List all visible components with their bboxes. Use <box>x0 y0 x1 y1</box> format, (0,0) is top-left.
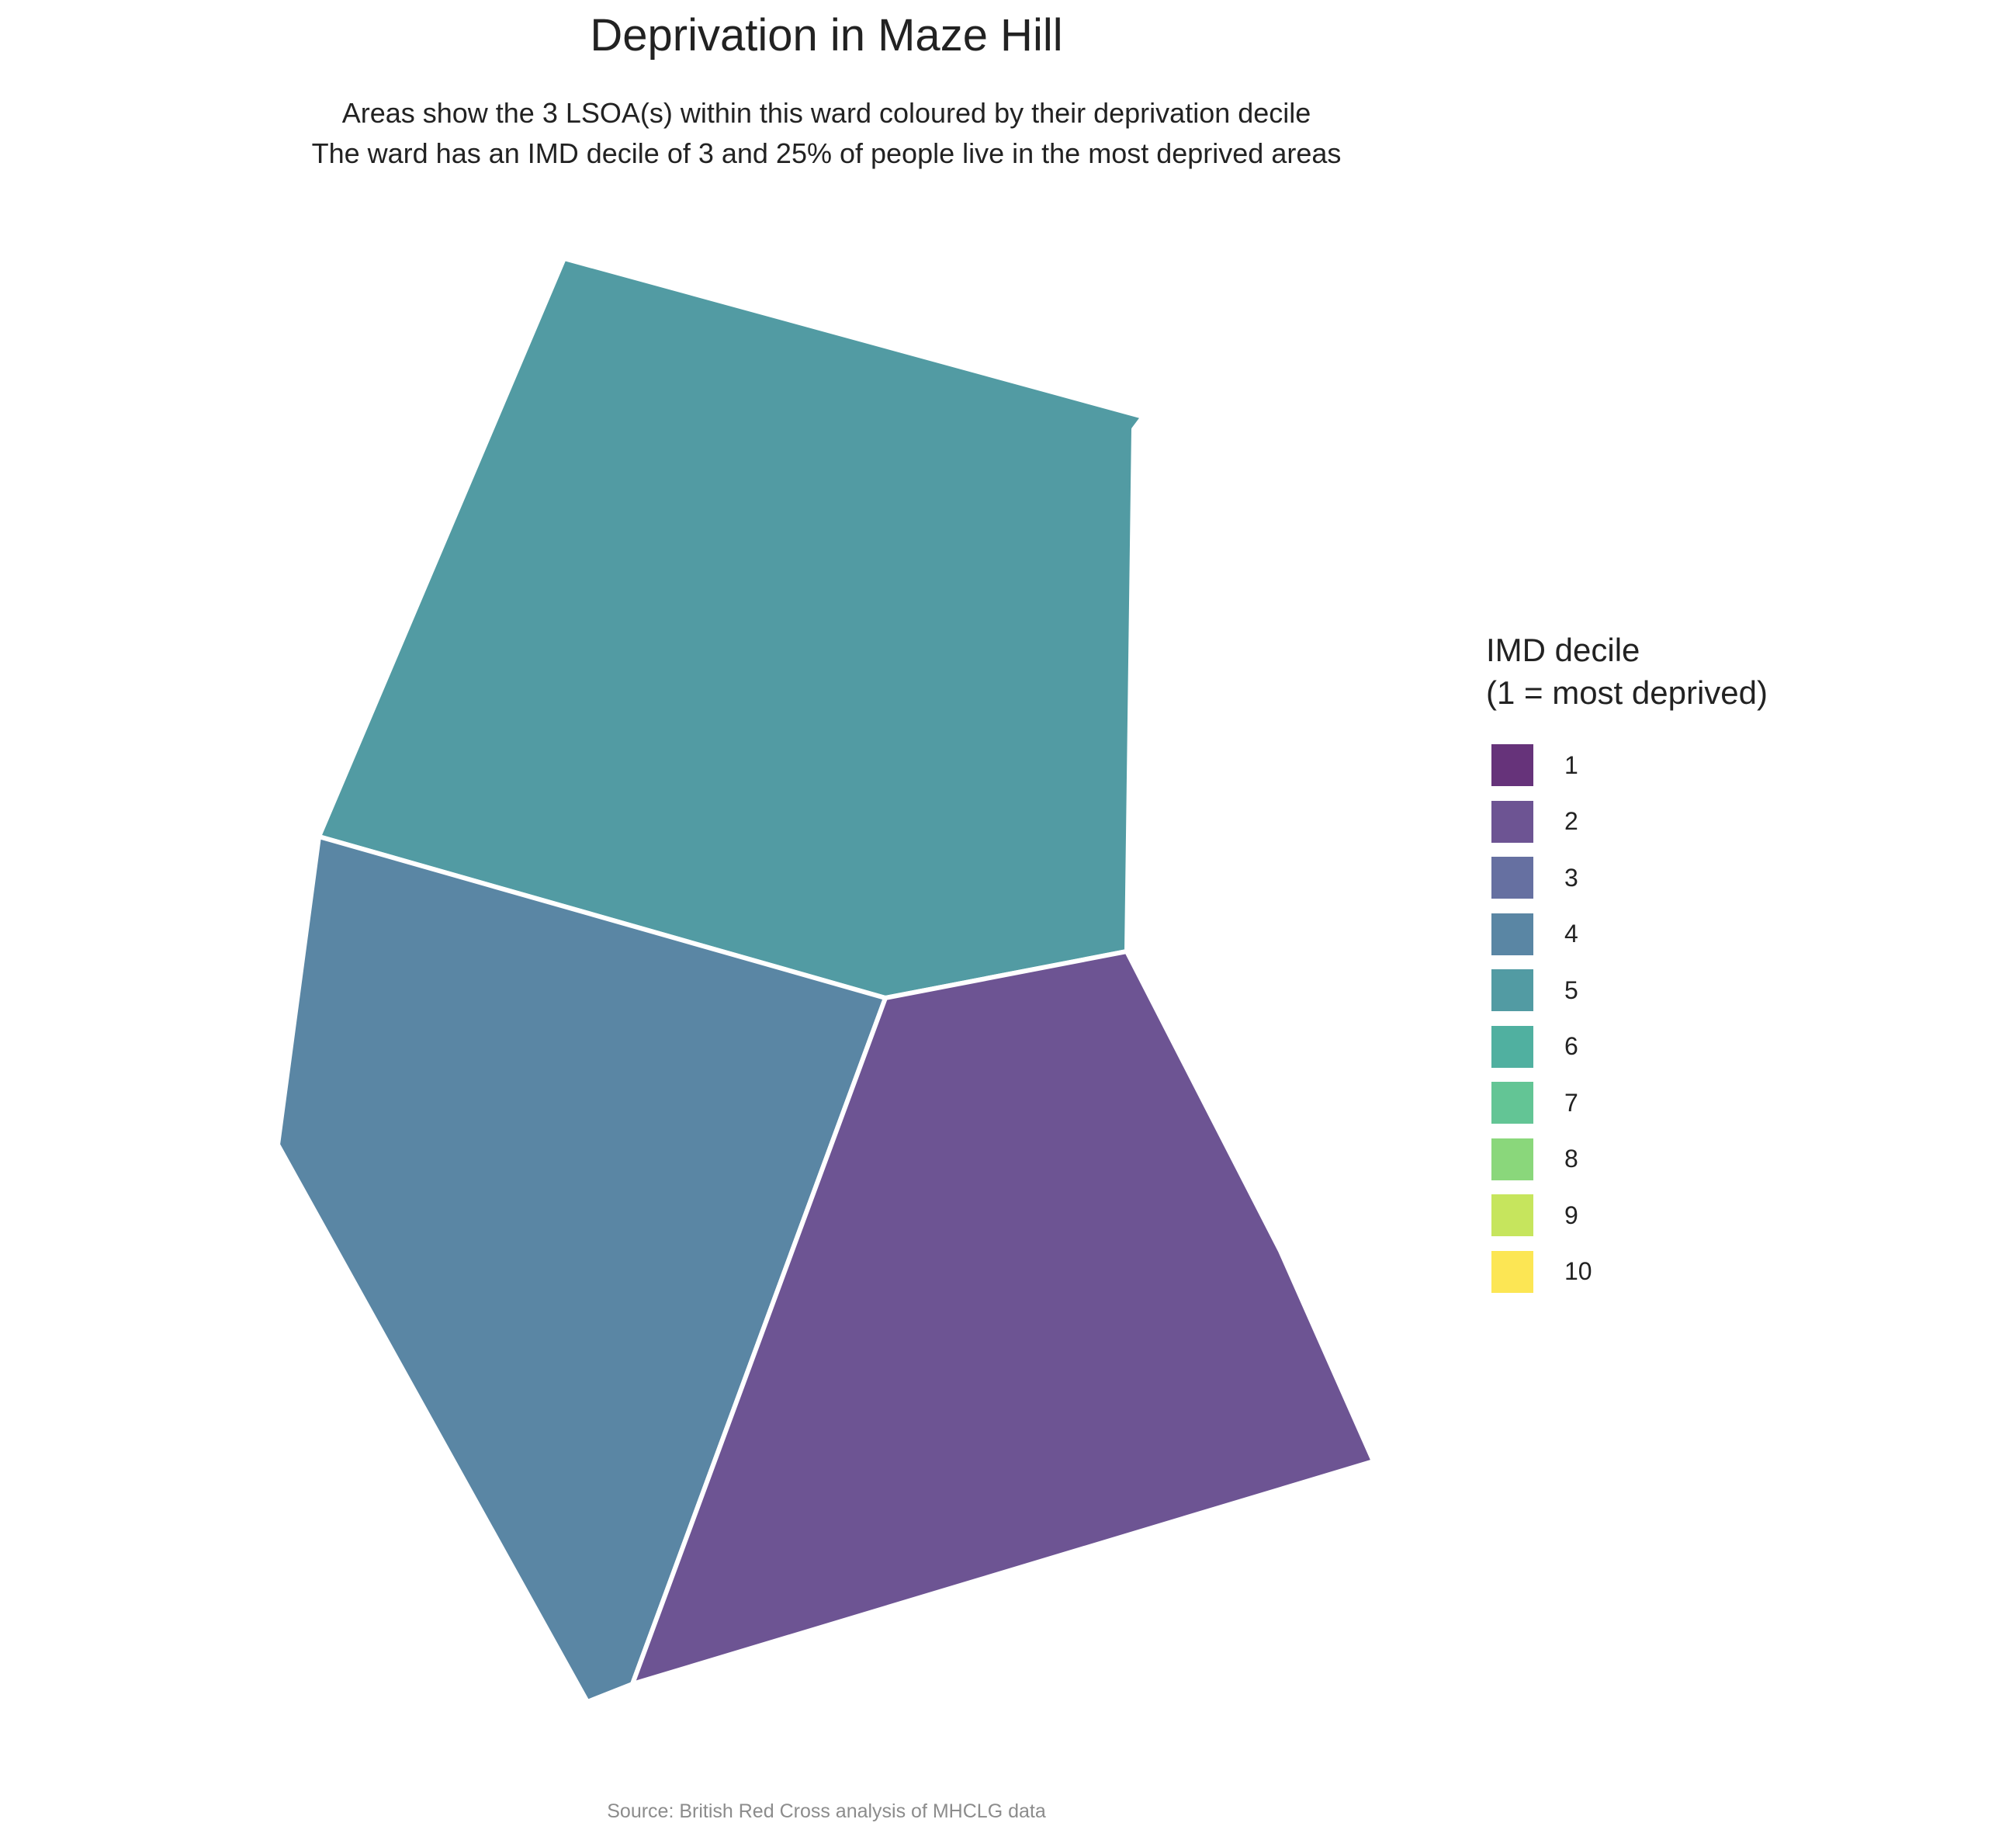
legend-label-2: 2 <box>1564 807 1578 836</box>
legend-title: IMD decile (1 = most deprived) <box>1486 629 1768 714</box>
chart-title: Deprivation in Maze Hill <box>590 10 1063 61</box>
legend-swatch-6 <box>1491 1025 1533 1068</box>
subtitle-line-2: The ward has an IMD decile of 3 and 25% … <box>311 137 1342 169</box>
lsoa-area-west[interactable] <box>275 834 888 1704</box>
legend-items: 1 2 3 4 5 6 7 8 9 10 <box>1486 737 1768 1300</box>
legend: IMD decile (1 = most deprived) 1 2 3 4 5 6 7 8 9… <box>1486 629 1768 1300</box>
subtitle-line-1: Areas show the 3 LSOA(s) within this war… <box>341 97 1311 129</box>
legend-item-9: 9 <box>1486 1187 1768 1244</box>
legend-swatch-5 <box>1491 969 1533 1012</box>
legend-swatch-4 <box>1491 913 1533 955</box>
legend-item-10: 10 <box>1486 1244 1768 1301</box>
legend-swatch-2 <box>1491 800 1533 843</box>
legend-label-7: 7 <box>1564 1088 1578 1117</box>
legend-item-5: 5 <box>1486 962 1768 1019</box>
legend-label-10: 10 <box>1564 1257 1592 1286</box>
legend-item-6: 6 <box>1486 1019 1768 1076</box>
source-caption: Source: British Red Cross analysis of MH… <box>607 1800 1046 1822</box>
legend-label-5: 5 <box>1564 975 1578 1004</box>
legend-item-3: 3 <box>1486 850 1768 906</box>
legend-label-8: 8 <box>1564 1145 1578 1173</box>
legend-swatch-9 <box>1491 1194 1533 1237</box>
lsoa-area-southeast[interactable] <box>630 949 1376 1686</box>
legend-title-line-2: (1 = most deprived) <box>1486 674 1768 711</box>
legend-item-8: 8 <box>1486 1131 1768 1188</box>
legend-swatch-7 <box>1491 1082 1533 1124</box>
legend-swatch-3 <box>1491 857 1533 899</box>
legend-item-1: 1 <box>1486 737 1768 794</box>
legend-label-4: 4 <box>1564 920 1578 948</box>
legend-title-line-1: IMD decile <box>1486 632 1640 668</box>
legend-label-3: 3 <box>1564 863 1578 892</box>
legend-label-1: 1 <box>1564 750 1578 779</box>
legend-item-4: 4 <box>1486 906 1768 963</box>
legend-item-2: 2 <box>1486 794 1768 851</box>
legend-swatch-8 <box>1491 1138 1533 1180</box>
legend-swatch-10 <box>1491 1250 1533 1293</box>
legend-label-6: 6 <box>1564 1032 1578 1061</box>
legend-swatch-1 <box>1491 744 1533 787</box>
legend-label-9: 9 <box>1564 1201 1578 1229</box>
legend-item-7: 7 <box>1486 1075 1768 1131</box>
chart-subtitle: Areas show the 3 LSOA(s) within this war… <box>0 93 1653 174</box>
